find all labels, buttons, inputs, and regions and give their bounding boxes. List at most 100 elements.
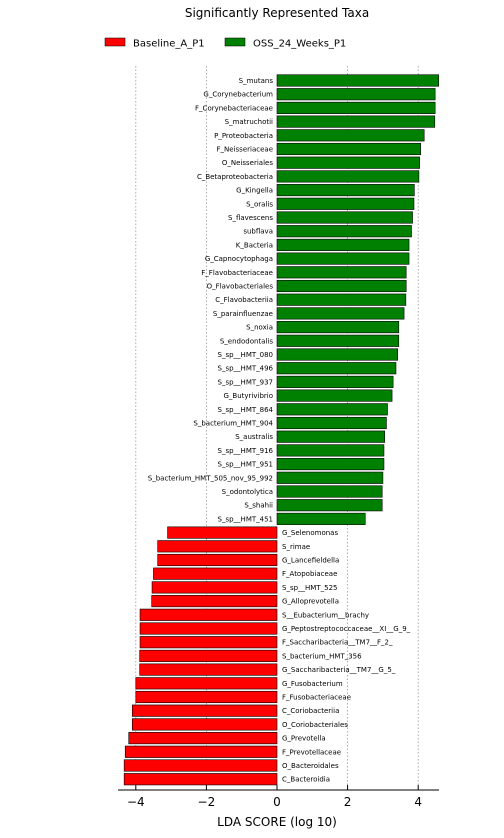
bar-label: S_matruchotii (225, 118, 273, 126)
bar-S_rimae (157, 540, 278, 553)
bar-C_Bacteroidia (123, 773, 278, 786)
bar-C_Flavobacteriia (276, 293, 407, 306)
bar-subflava (276, 225, 412, 238)
bar-S_sp__HMT_525 (151, 581, 278, 594)
bar-S_bacterium_HMT_356 (139, 649, 278, 662)
x-tick-label: 2 (344, 795, 352, 809)
legend: Baseline_A_P1 OSS_24_Weeks_P1 (104, 37, 346, 50)
bar-S_flavescens (276, 211, 413, 224)
bar-G_Corynebacterium (276, 88, 436, 101)
bar-label: S_parainfluenzae (213, 310, 273, 318)
x-tick-label: −4 (127, 795, 145, 809)
bar-G_Lancefieldella (157, 553, 278, 567)
bar-S_mutans (276, 74, 439, 87)
bar-S_endodontalis (276, 334, 400, 347)
bar-label: C_Betaproteobacteria (197, 173, 273, 181)
bar-S_sp__HMT_451 (276, 512, 366, 525)
x-tick-label: 4 (414, 795, 422, 809)
bar-label: F_Neisseriaceae (217, 146, 273, 154)
bar-label: S_odontolytica (222, 488, 273, 496)
bar-S_odontolytica (276, 485, 383, 498)
bar-F_Fusobacteriaceae (135, 690, 278, 704)
bar-label: S_mutans (239, 77, 274, 85)
bar-G_Saccharibacteria__TM7__G_5_ (139, 663, 278, 676)
bar-label: S_rimae (282, 543, 310, 551)
bar-O_Neisseriales (276, 156, 420, 169)
bar-S_oralis (276, 197, 415, 210)
bar-label: G_Selenomonas (282, 529, 338, 537)
bar-label: G_Prevotella (282, 735, 326, 743)
legend-swatch-oss (224, 37, 246, 47)
bar-label: S_sp__HMT_496 (218, 365, 274, 373)
bar-label: K_Bacteria (236, 241, 273, 249)
bar-G_Peptostreptococcaceae__XI__G_9_ (139, 622, 278, 635)
bar-G_Butyrivibrio (276, 389, 393, 402)
bar-S_matruchotii (276, 115, 436, 128)
bar-label: G_Butyrivibrio (223, 392, 273, 400)
bar-label: O_Neisseriales (222, 159, 273, 167)
bar-S_parainfluenzae (276, 307, 405, 320)
bar-label: C_Bacteroidia (282, 776, 330, 784)
bar-label: S_sp__HMT_916 (218, 447, 274, 455)
bar-O_Coriobacteriales (131, 718, 278, 731)
legend-label-oss: OSS_24_Weeks_P1 (253, 39, 346, 50)
bar-label: S_bacterium_HMT_505_nov_95_992 (148, 474, 273, 482)
bar-label: G_Lancefieldella (282, 557, 339, 565)
bar-label: P_Proteobacteria (214, 132, 273, 140)
bar-label: F_Prevotellaceae (282, 748, 341, 756)
bar-F_Prevotellaceae (124, 745, 278, 758)
bar-label: S_oralis (246, 200, 273, 208)
bar-O_Bacteroidales (123, 759, 278, 772)
bar-label: G_Peptostreptococcaceae__XI__G_9_ (282, 625, 411, 633)
bar-label: F_Saccharibacteria__TM7__F_2_ (282, 639, 393, 647)
bar-label: S_sp__HMT_937 (218, 378, 273, 386)
bar-label: G_Fusobacterium (282, 680, 343, 688)
bar-G_Kingella (276, 184, 415, 197)
bar-labels-group: S_mutans G_Corynebacterium F_Corynebacteri… (148, 77, 411, 784)
bar-label: S_endodontalis (220, 337, 273, 345)
bar-label: C_Flavobacteriia (215, 296, 273, 304)
bar-label: O_Coriobacteriales (282, 721, 348, 729)
bar-S_sp__HMT_937 (276, 375, 394, 388)
bar-label: F_Corynebacteriaceae (195, 104, 273, 112)
bar-label: S_sp__HMT_951 (218, 461, 273, 469)
bar-S_australis (276, 430, 385, 443)
bar-S_sp__HMT_080 (276, 348, 399, 361)
bar-label: S_sp__HMT_451 (218, 515, 273, 523)
bar-label: G_Saccharibacteria__TM7__G_5_ (282, 666, 396, 674)
x-axis-label: LDA SCORE (log 10) (217, 815, 337, 829)
bar-G_Prevotella (128, 732, 278, 745)
bar-label: C_Coriobacteriia (282, 707, 339, 715)
bar-S_bacterium_HMT_505_nov_95_992 (276, 471, 384, 484)
bar-S_sp__HMT_496 (276, 362, 397, 375)
bar-G_Alloprevotella (151, 595, 278, 608)
bar-K_Bacteria (276, 238, 410, 251)
bar-F_Corynebacteriaceae (276, 101, 436, 114)
chart-title: Significantly Represented Taxa (185, 6, 369, 20)
bar-P_Proteobacteria (276, 129, 425, 142)
bar-G_Fusobacterium (135, 677, 278, 690)
legend-label-baseline: Baseline_A_P1 (133, 39, 205, 50)
bar-G_Selenomonas (167, 526, 278, 539)
bar-S_bacterium_HMT_904 (276, 416, 387, 430)
bar-S_sp__HMT_916 (276, 444, 385, 457)
bar-label: G_Alloprevotella (282, 598, 339, 606)
bar-label: G_Kingella (236, 187, 273, 195)
bar-label: S_bacterium_HMT_904 (193, 420, 273, 428)
x-axis: −4 −2 0 2 4 (118, 785, 439, 809)
bar-label: O_Bacteroidales (282, 762, 339, 770)
bar-label: F_Fusobacteriaceae (282, 694, 351, 702)
bar-S__Eubacterium__brachy (139, 608, 278, 621)
bar-label: F_Flavobacteriaceae (201, 269, 273, 277)
bar-label: S_bacterium_HMT_356 (282, 652, 362, 660)
bar-F_Atopobiaceae (153, 567, 278, 580)
x-tick-label: −2 (198, 795, 216, 809)
bar-S_shahii (276, 499, 383, 512)
bar-label: S_australis (235, 433, 273, 441)
bar-label: G_Corynebacterium (203, 91, 273, 99)
x-tick-label: 0 (273, 795, 281, 809)
bar-label: G_Capnocytophaga (205, 255, 273, 263)
bar-label: O_Flavobacteriales (207, 283, 274, 291)
bar-S_sp__HMT_951 (276, 458, 385, 471)
